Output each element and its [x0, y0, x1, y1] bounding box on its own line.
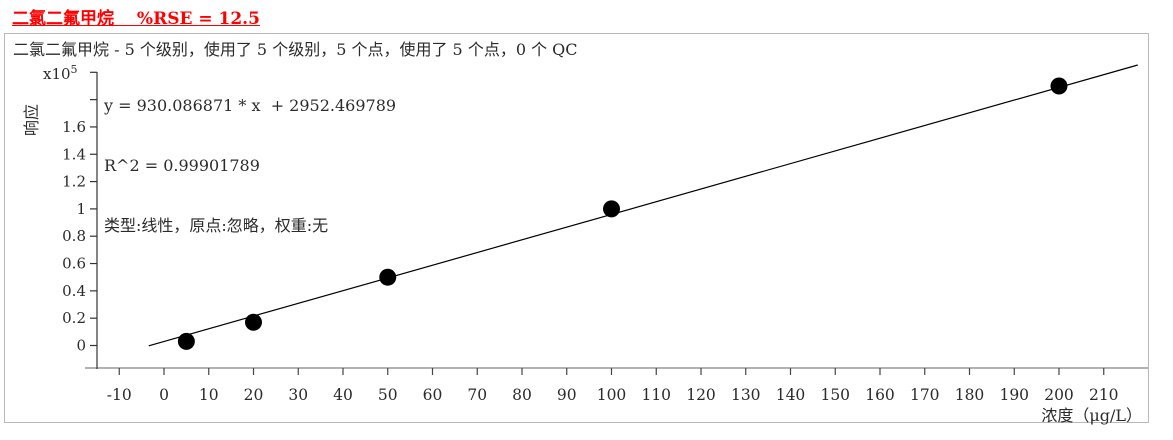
y-tick-label: 0.4	[62, 282, 86, 300]
x-tick-label: 80	[512, 386, 532, 404]
x-tick-label: 190	[999, 386, 1029, 404]
chart-panel: 0 0.2 0.4 0.6 0.8 1 1.2 1.4 1.6 -10 0 10 20 30 40 50 60 7…	[4, 33, 1149, 425]
x-tick-label: 170	[910, 386, 940, 404]
fit-r-squared: R^2 = 0.99901789	[104, 156, 260, 175]
data-point	[177, 332, 195, 350]
x-tick-label: 160	[865, 386, 895, 404]
y-tick-label: 0	[76, 337, 86, 355]
x-tick-label: 200	[1044, 386, 1074, 404]
data-point	[603, 200, 620, 218]
y-tick-label: 0.8	[62, 227, 86, 245]
x-tick-label: 10	[199, 386, 219, 404]
x-tick-label: 20	[244, 386, 264, 404]
compound-title: 二氯二氟甲烷 %RSE = 12.5	[12, 9, 260, 29]
y-tick-label: 1	[76, 200, 86, 218]
levels-summary: 二氯二氟甲烷 - 5 个级别，使用了 5 个级别，5 个点，使用了 5 个点，0…	[13, 40, 578, 59]
x-tick-label: 30	[288, 386, 308, 404]
x-tick-label: 120	[686, 386, 716, 404]
x-tick-label: 100	[597, 386, 627, 404]
fit-equation: y = 930.086871 * x + 2952.469789	[104, 96, 397, 115]
y-tick-label: 1.4	[62, 145, 86, 163]
calibration-plot: 0 0.2 0.4 0.6 0.8 1 1.2 1.4 1.6 -10 0 10 20 30 40 50 60 7…	[62, 64, 1148, 404]
x-tick-label: 140	[776, 386, 806, 404]
x-tick-label: 130	[731, 386, 761, 404]
data-point	[379, 268, 397, 286]
y-tick-label: 0.6	[62, 255, 86, 273]
y-tick-label: 1.6	[62, 118, 86, 136]
x-tick-label: 60	[423, 386, 443, 404]
data-point	[1050, 77, 1068, 95]
x-tick-label: 90	[557, 386, 577, 404]
x-tick-label: 180	[955, 386, 985, 404]
fit-type-info: 类型:线性，原点:忽略，权重:无	[104, 216, 329, 235]
x-tick-label: 210	[1089, 386, 1119, 404]
x-tick-label: 110	[641, 386, 671, 404]
y-tick-label: 0.2	[62, 309, 86, 327]
data-point	[245, 313, 262, 331]
y-scale-label: x105	[43, 63, 78, 83]
x-tick-label: -10	[107, 386, 132, 404]
x-tick-label: 0	[159, 386, 169, 404]
x-axis-title: 浓度（μg/L）	[1041, 406, 1142, 425]
y-tick-label: 1.2	[62, 173, 86, 191]
x-tick-label: 50	[378, 386, 398, 404]
y-axis-title: 响应	[22, 103, 41, 136]
x-tick-label: 70	[467, 386, 487, 404]
x-tick-label: 40	[333, 386, 353, 404]
fit-annotation: y = 930.086871 * x + 2952.469789 R^2 = 0…	[104, 56, 396, 276]
x-tick-label: 150	[820, 386, 850, 404]
fit-line	[148, 64, 1138, 347]
